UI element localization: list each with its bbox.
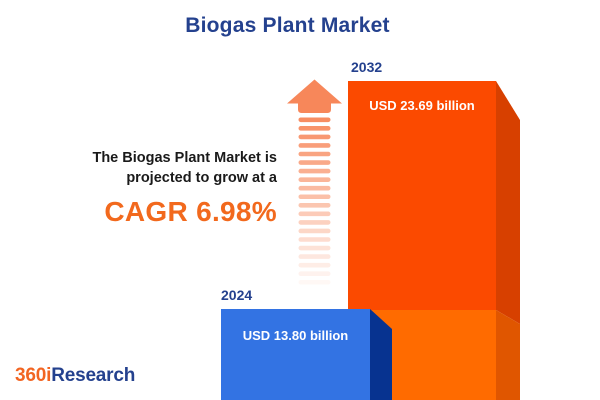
arrow-stripe (298, 117, 331, 123)
arrow-stripe (298, 237, 331, 242)
arrow-stripe (298, 245, 331, 251)
arrow-stripe (298, 143, 331, 148)
bar-2024-front (221, 309, 370, 400)
arrow-stripe (298, 254, 331, 259)
page-title: Biogas Plant Market (185, 14, 390, 37)
arrow-stripe (298, 262, 331, 268)
annotation-line-2: projected to grow at a (126, 170, 277, 186)
annotation-line-1: The Biogas Plant Market is (92, 150, 277, 166)
arrow-stripe (298, 220, 331, 225)
arrow-stripe (298, 203, 331, 208)
bar-2024-year-label: 2024 (221, 287, 253, 303)
bar-2032-front-upper (348, 81, 496, 310)
cagr-value: CAGR 6.98% (104, 196, 277, 227)
arrow-stripe (298, 160, 331, 165)
bar-2032-side-lower (496, 310, 520, 400)
arrow-stripe (298, 185, 331, 191)
logo-prefix: 360i (15, 365, 52, 386)
bar-2032-year-label: 2032 (351, 59, 383, 75)
arrow-stripe (298, 168, 331, 174)
bar-2024-side (370, 309, 392, 400)
up-arrow-icon (287, 79, 342, 113)
arrow-stripe (298, 271, 331, 276)
bar-2032-value-label: USD 23.69 billion (369, 98, 475, 113)
bar-2032-side-upper (496, 81, 520, 324)
arrow-stripe (298, 134, 331, 140)
arrow-stripe (298, 228, 331, 234)
arrow-stripe (298, 126, 331, 131)
arrow-stripe (298, 194, 331, 200)
company-logo: 360iResearch (15, 365, 135, 387)
arrow-stripe (298, 177, 331, 182)
arrow-stripe (298, 211, 331, 217)
arrow-stripe (298, 151, 331, 157)
logo-suffix: Research (51, 365, 136, 386)
arrow-shaft-stripes (298, 117, 331, 285)
growth-annotation: The Biogas Plant Market is projected to … (27, 148, 277, 228)
arrow-stripe (298, 279, 331, 285)
bar-2024-value-label: USD 13.80 billion (242, 328, 349, 343)
